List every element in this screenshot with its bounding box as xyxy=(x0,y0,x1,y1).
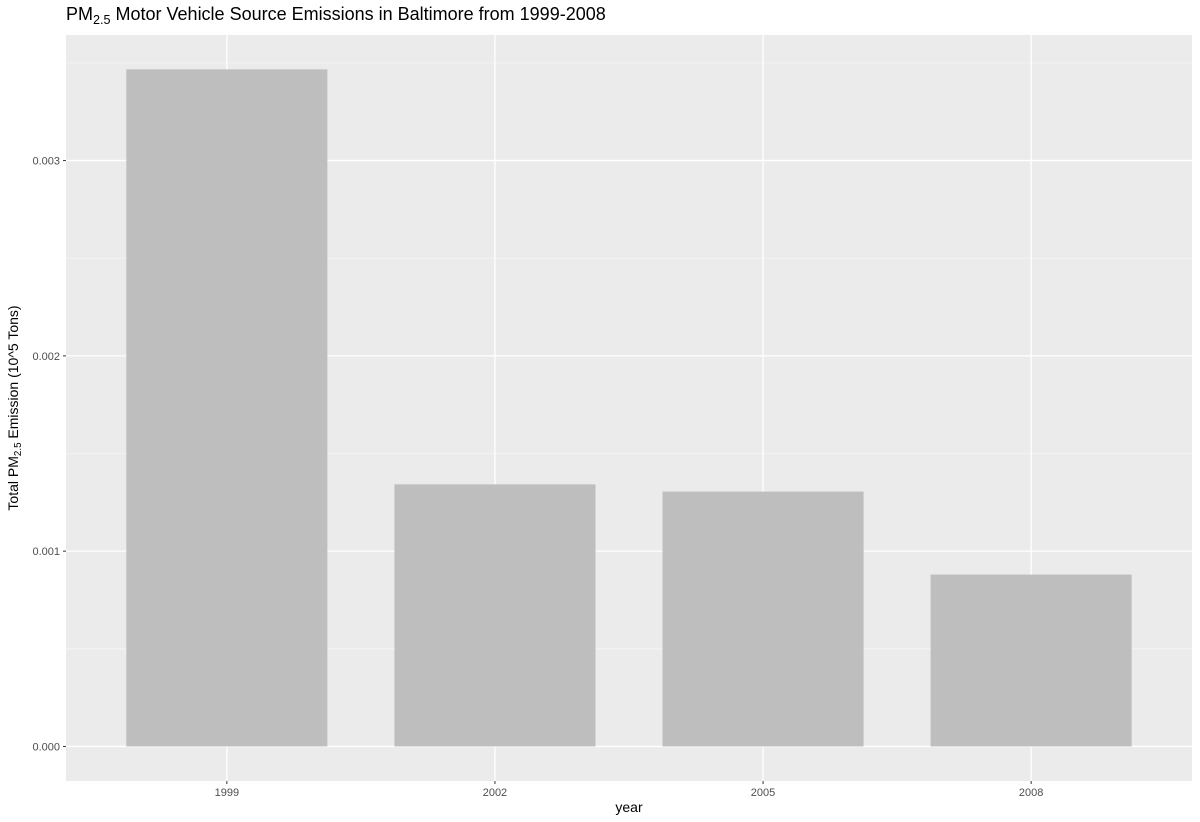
bar-2002 xyxy=(394,484,596,747)
y-tick-label: 0.000 xyxy=(32,741,60,753)
chart-title: PM2.5 Motor Vehicle Source Emissions in … xyxy=(66,4,606,27)
y-axis-title: Total PM2.5 Emission (10^5 Tons) xyxy=(5,305,24,510)
y-tick-label: 0.001 xyxy=(32,546,60,558)
x-tick-label: 1999 xyxy=(215,787,239,799)
x-axis: 1999 2002 2005 2008 xyxy=(215,781,1043,799)
y-tick-label: 0.002 xyxy=(32,351,60,363)
x-axis-title: year xyxy=(615,799,643,815)
y-tick-label: 0.003 xyxy=(32,156,60,168)
bars xyxy=(126,69,1132,747)
x-tick-label: 2005 xyxy=(751,787,775,799)
chart-title-pre: PM xyxy=(66,4,93,24)
bar-1999 xyxy=(126,69,328,747)
chart-title-post: Motor Vehicle Source Emissions in Baltim… xyxy=(111,4,606,24)
chart-title-sub: 2.5 xyxy=(93,13,111,27)
x-tick-label: 2008 xyxy=(1019,787,1043,799)
y-axis-title-post: Emission (10^5 Tons) xyxy=(5,305,21,442)
y-axis-title-sub: 2.5 xyxy=(13,442,24,456)
x-tick-label: 2002 xyxy=(483,787,507,799)
y-axis: 0.000 0.001 0.002 0.003 xyxy=(32,156,66,753)
bar-2005 xyxy=(662,491,864,747)
y-axis-title-pre: Total PM xyxy=(5,456,21,510)
bar-2008 xyxy=(930,574,1132,747)
